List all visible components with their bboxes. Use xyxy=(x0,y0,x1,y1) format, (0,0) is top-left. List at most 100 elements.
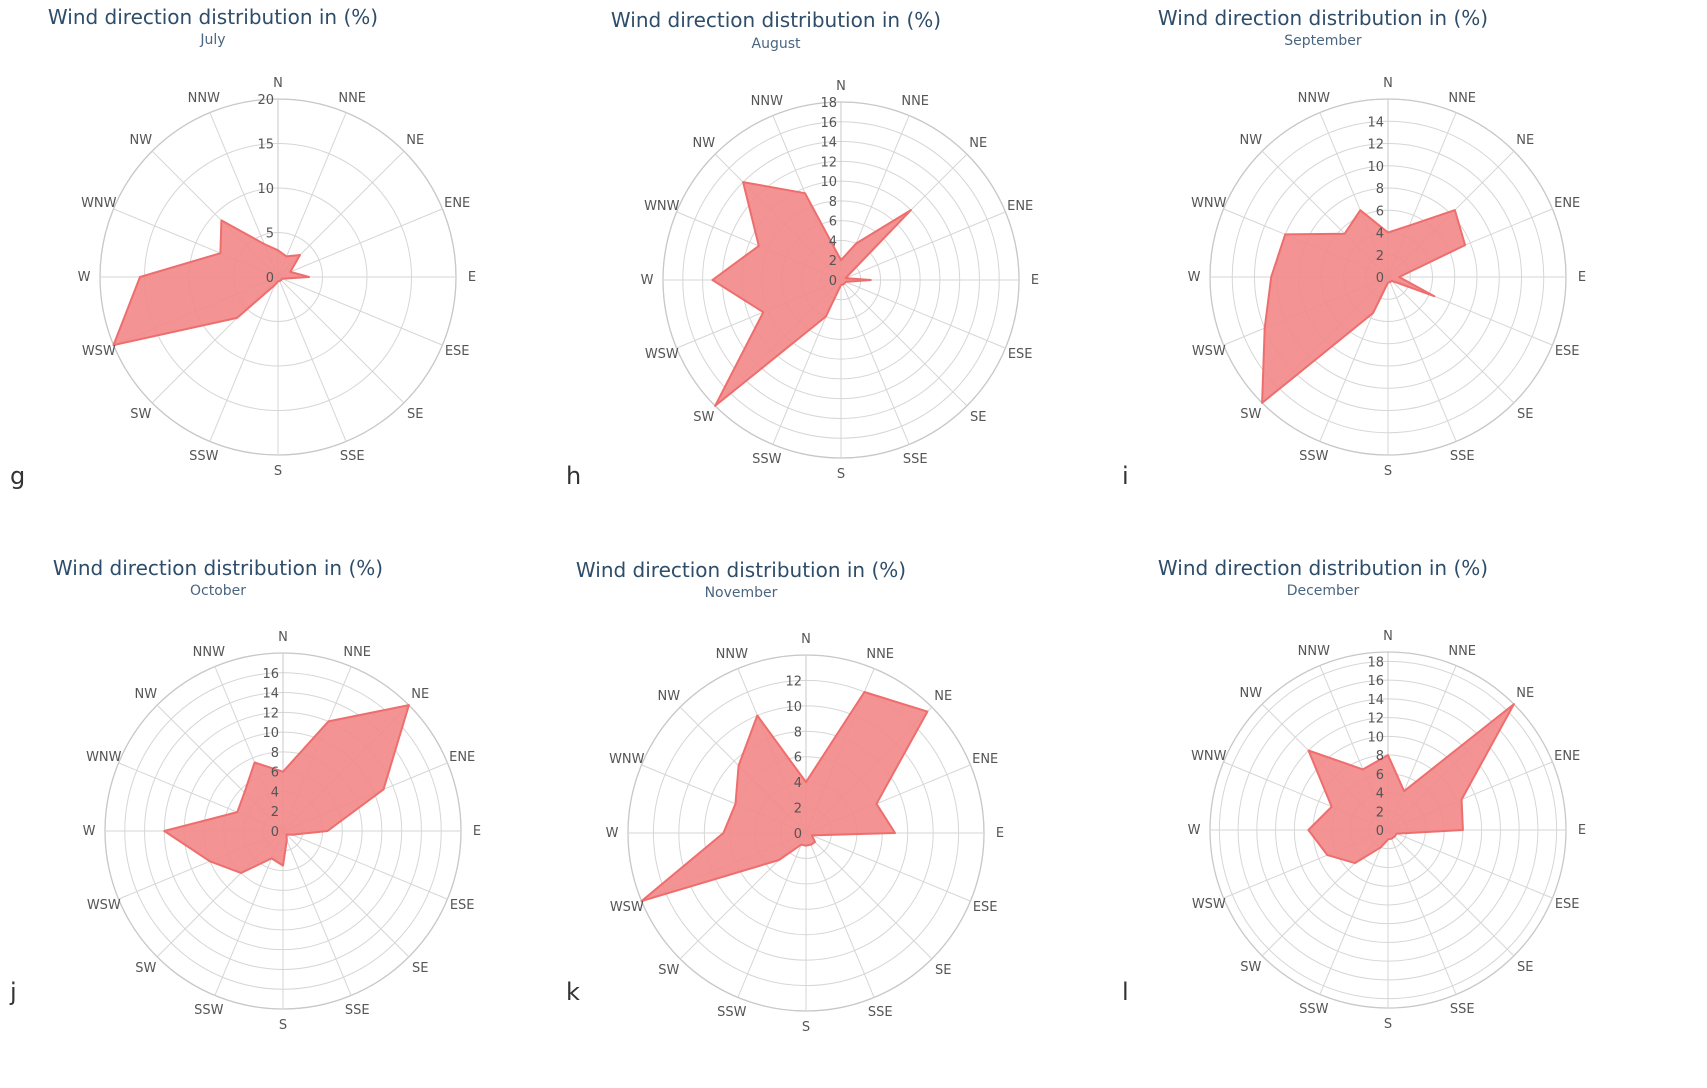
spoke-line xyxy=(277,276,347,442)
spoke-line xyxy=(1387,276,1457,442)
radial-tick-label: 0 xyxy=(266,271,274,286)
radial-tick-label: 6 xyxy=(829,215,837,230)
direction-label: NNE xyxy=(1448,91,1476,106)
spoke-line xyxy=(1319,829,1389,995)
radial-tick-label: 10 xyxy=(820,175,837,190)
direction-label: SW xyxy=(1240,960,1261,975)
spoke-line xyxy=(1387,276,1515,404)
direction-label: SSE xyxy=(1450,449,1475,464)
direction-label: SE xyxy=(935,963,951,978)
panel-letter: g xyxy=(10,462,26,490)
chart-panel-november: Wind direction distribution in (%) Novemb… xyxy=(566,544,1138,1088)
direction-label: SSW xyxy=(189,449,219,464)
direction-label: NE xyxy=(1516,686,1534,701)
direction-label: WNW xyxy=(1191,196,1227,211)
radial-tick-label: 2 xyxy=(1376,805,1384,820)
radial-tick-label: 0 xyxy=(794,827,802,842)
radial-tick-label: 8 xyxy=(794,725,802,740)
direction-label: SSE xyxy=(345,1003,370,1018)
chart-subtitle: September xyxy=(1284,33,1362,49)
chart-title: Wind direction distribution in (%) xyxy=(53,556,383,580)
chart-title: Wind direction distribution in (%) xyxy=(1158,556,1488,580)
chart-panel-september: Wind direction distribution in (%) Septem… xyxy=(1122,0,1707,544)
direction-label: NNE xyxy=(338,91,366,106)
direction-label: NW xyxy=(130,133,153,148)
spoke-line xyxy=(1387,829,1457,995)
chart-subtitle: October xyxy=(190,583,246,599)
direction-label: NNW xyxy=(193,645,225,660)
spoke-line xyxy=(277,276,405,404)
radial-tick-label: 14 xyxy=(1367,115,1384,130)
chart-panel-july: Wind direction distribution in (%) July 0 5… xyxy=(0,0,569,544)
spoke-line xyxy=(840,211,1006,281)
direction-label: SE xyxy=(407,407,423,422)
direction-label: SSE xyxy=(868,1005,893,1020)
radial-tick-label: 10 xyxy=(1367,730,1384,745)
direction-label: S xyxy=(837,467,845,482)
radial-tick-label: 0 xyxy=(271,825,279,840)
direction-label: SE xyxy=(1517,960,1533,975)
direction-label: SSW xyxy=(1299,1002,1329,1017)
radial-tick-label: 2 xyxy=(794,802,802,817)
radial-tick-label: 14 xyxy=(820,136,837,151)
radial-tick-label: 14 xyxy=(262,687,279,702)
direction-label: N xyxy=(836,79,846,94)
panel-letter: l xyxy=(1122,978,1129,1006)
direction-label: NE xyxy=(411,687,429,702)
radial-tick-label: 15 xyxy=(257,138,274,153)
wind-frequency-area xyxy=(711,181,912,407)
spoke-line xyxy=(840,279,910,445)
direction-label: ESE xyxy=(1555,344,1580,359)
direction-label: E xyxy=(468,270,476,285)
radial-tick-label: 8 xyxy=(271,746,279,761)
wind-frequency-area xyxy=(1261,209,1467,404)
radial-tick-label: 12 xyxy=(1367,138,1384,153)
wind-frequency-area xyxy=(640,691,929,903)
radial-tick-label: 6 xyxy=(794,751,802,766)
direction-label: WSW xyxy=(610,900,644,915)
direction-label: E xyxy=(1031,273,1039,288)
direction-label: W xyxy=(606,826,619,841)
spoke-line xyxy=(277,208,443,278)
direction-label: ESE xyxy=(450,898,475,913)
direction-label: WNW xyxy=(644,199,680,214)
direction-label: W xyxy=(1188,270,1201,285)
chart-subtitle: December xyxy=(1287,583,1360,599)
direction-label: NNW xyxy=(1298,91,1330,106)
direction-label: S xyxy=(1384,1017,1392,1032)
direction-label: NNW xyxy=(716,647,748,662)
direction-label: ENE xyxy=(1554,749,1580,764)
radial-tick-label: 16 xyxy=(820,116,837,131)
chart-title: Wind direction distribution in (%) xyxy=(576,558,906,582)
radial-tick-label: 12 xyxy=(1367,712,1384,727)
direction-label: W xyxy=(78,270,91,285)
radial-tick-label: 0 xyxy=(1376,271,1384,286)
direction-label: W xyxy=(1188,823,1201,838)
direction-label: N xyxy=(1383,76,1393,91)
radial-tick-label: 18 xyxy=(820,96,837,111)
direction-label: E xyxy=(1578,823,1586,838)
direction-label: WNW xyxy=(1191,749,1227,764)
radial-tick-label: 4 xyxy=(1376,787,1384,802)
chart-title: Wind direction distribution in (%) xyxy=(611,8,941,32)
chart-panel-august: Wind direction distribution in (%) August… xyxy=(566,0,1138,544)
radial-tick-label: 10 xyxy=(1367,160,1384,175)
radial-tick-label: 18 xyxy=(1367,655,1384,670)
spoke-line xyxy=(282,830,448,900)
direction-label: ENE xyxy=(1007,199,1033,214)
spoke-line xyxy=(282,830,410,958)
radial-tick-label: 6 xyxy=(1376,204,1384,219)
panel-letter: j xyxy=(10,978,17,1006)
radial-tick-label: 0 xyxy=(1376,824,1384,839)
chart-panel-december: Wind direction distribution in (%) Decemb… xyxy=(1122,544,1707,1088)
spoke-line xyxy=(840,279,1006,349)
radial-tick-label: 10 xyxy=(785,700,802,715)
panel-letter: k xyxy=(566,978,580,1006)
wind-frequency-area xyxy=(1307,703,1515,865)
direction-label: NNW xyxy=(751,94,783,109)
direction-label: SW xyxy=(693,410,714,425)
direction-label: N xyxy=(278,630,288,645)
direction-label: SW xyxy=(658,963,679,978)
direction-label: NNE xyxy=(343,645,371,660)
direction-label: SE xyxy=(1517,407,1533,422)
